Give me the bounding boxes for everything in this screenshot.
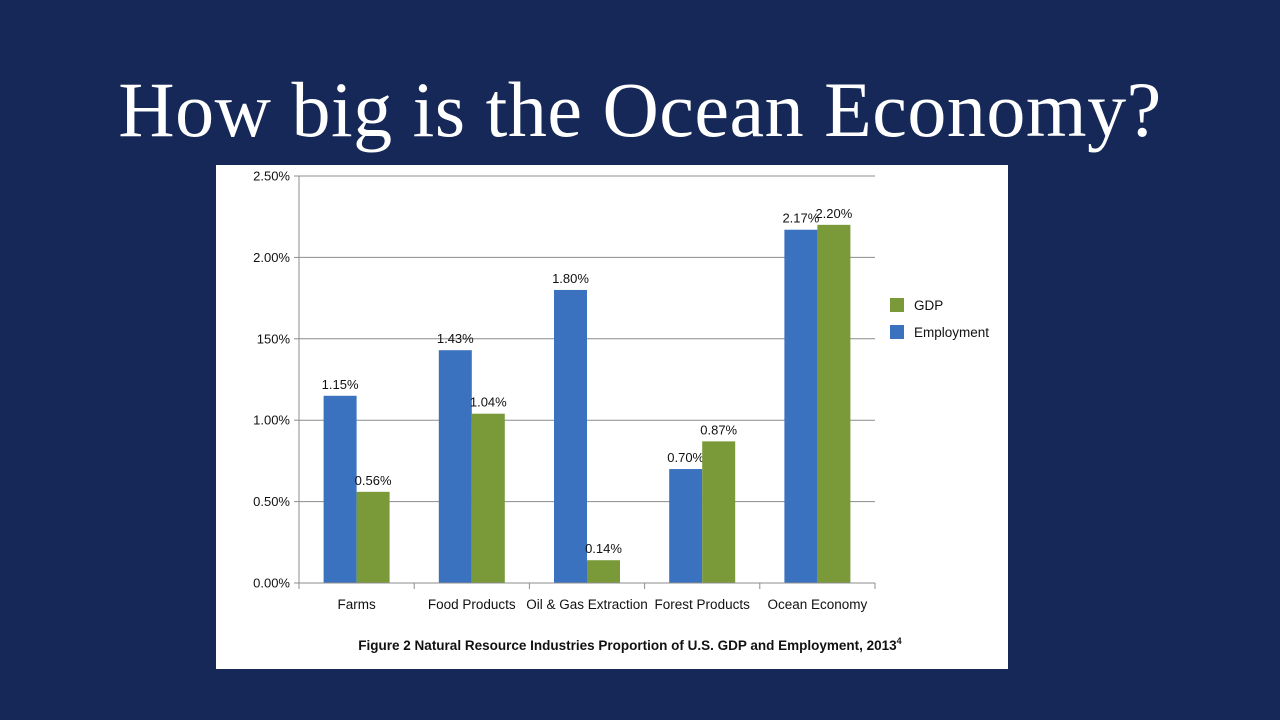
- bar-gdp: [356, 491, 390, 583]
- data-label-gdp: 2.20%: [815, 206, 852, 221]
- legend: GDP Employment: [890, 298, 989, 340]
- data-label-employment: 2.17%: [782, 211, 819, 226]
- bar-employment: [323, 395, 357, 583]
- data-label-gdp: 0.87%: [700, 422, 737, 437]
- legend-swatch-gdp: [890, 298, 904, 312]
- bar-gdp: [702, 441, 736, 583]
- bar-gdp: [587, 560, 620, 583]
- caption-superscript: 4: [897, 636, 902, 646]
- bar-gdp: [471, 413, 505, 583]
- y-axis-tick-labels: 0.00% 0.50% 1.00% 150% 2.00% 2.50%: [253, 169, 290, 591]
- legend-swatch-employment: [890, 325, 904, 339]
- caption-text: Figure 2 Natural Resource Industries Pro…: [358, 638, 897, 653]
- data-label-gdp: 0.14%: [585, 541, 622, 556]
- legend-label-gdp: GDP: [914, 298, 943, 313]
- bars: 1.15% 1.43% 1.80% 0.70% 2.17% 0.56% 1.04% 0.14%…: [322, 206, 853, 583]
- bar-employment: [438, 350, 472, 583]
- axes: [298, 176, 876, 589]
- x-axis-category-labels: Farms Food Products Oil & Gas Extraction Fo…: [337, 597, 867, 612]
- data-label-employment: 1.80%: [552, 271, 589, 286]
- bar-employment: [669, 469, 703, 583]
- bar-chart: 0.00% 0.50% 1.00% 150% 2.00% 2.50% 1.15% 1.43%…: [253, 169, 989, 654]
- y-tick-label: 2.50%: [253, 169, 290, 184]
- x-category-label: Oil & Gas Extraction: [526, 597, 648, 612]
- bar-gdp: [817, 224, 851, 583]
- chart-panel: 0.00% 0.50% 1.00% 150% 2.00% 2.50% 1.15% 1.43%…: [216, 165, 1008, 669]
- x-category-label: Food Products: [428, 597, 516, 612]
- slide-title: How big is the Ocean Economy?: [118, 66, 1162, 153]
- x-category-label: Ocean Economy: [767, 597, 867, 612]
- data-label-gdp: 1.04%: [470, 395, 507, 410]
- x-category-label: Forest Products: [655, 597, 751, 612]
- bar-employment: [784, 229, 818, 583]
- data-label-employment: 1.43%: [437, 331, 474, 346]
- figure-caption: Figure 2 Natural Resource Industries Pro…: [358, 636, 901, 653]
- data-label-employment: 1.15%: [322, 377, 359, 392]
- data-label-gdp: 0.56%: [355, 473, 392, 488]
- data-label-employment: 0.70%: [667, 450, 704, 465]
- x-category-label: Farms: [337, 597, 375, 612]
- bar-employment: [554, 289, 587, 583]
- y-tick-label: 2.00%: [253, 250, 290, 265]
- y-tick-label: 1.00%: [253, 413, 290, 428]
- y-tick-label: 0.00%: [253, 576, 290, 591]
- legend-label-employment: Employment: [914, 325, 989, 340]
- y-tick-label: 0.50%: [253, 494, 290, 509]
- y-tick-label: 150%: [257, 331, 291, 346]
